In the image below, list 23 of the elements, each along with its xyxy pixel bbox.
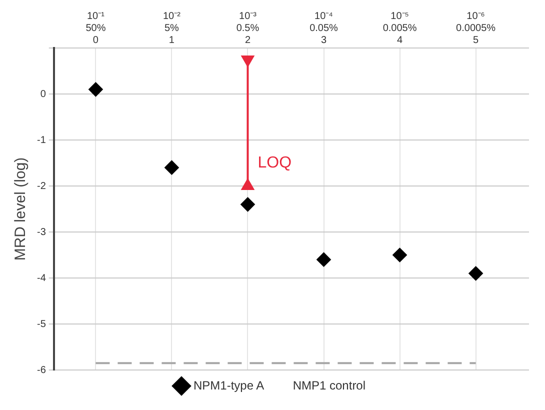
x-tick-label: 10⁻³ 0.5% 2 <box>236 10 260 46</box>
point <box>468 266 483 280</box>
y-tick-label: -1 <box>36 134 46 146</box>
x-tick-label: 10⁻² 5% 1 <box>162 10 182 46</box>
x-tick-label: 10⁻⁶ 0.0005% 5 <box>456 10 496 46</box>
y-tick-label: -4 <box>36 272 46 284</box>
x-tick-label: 10⁻⁴ 0.05% 3 <box>310 10 338 46</box>
x-tick-label: 10⁻⁵ 0.005% 4 <box>382 10 417 46</box>
y-axis-title: MRD level (log) <box>12 157 30 261</box>
annotation: LOQ <box>258 154 292 172</box>
y-tick-label: -6 <box>36 364 46 376</box>
y-tick-label: -3 <box>36 226 46 238</box>
y-tick-label: -2 <box>36 180 46 192</box>
point <box>316 252 331 267</box>
legend-label: NPM1-type A <box>193 378 264 392</box>
series-label: NMP1 control <box>292 378 366 392</box>
y-tick-label: 0 <box>40 88 46 100</box>
point <box>240 197 255 212</box>
y-tick-label: -5 <box>36 318 46 330</box>
x-tick-label: 10⁻¹ 50% 0 <box>86 10 106 46</box>
point <box>164 160 179 175</box>
point <box>392 248 407 262</box>
point <box>88 82 103 96</box>
